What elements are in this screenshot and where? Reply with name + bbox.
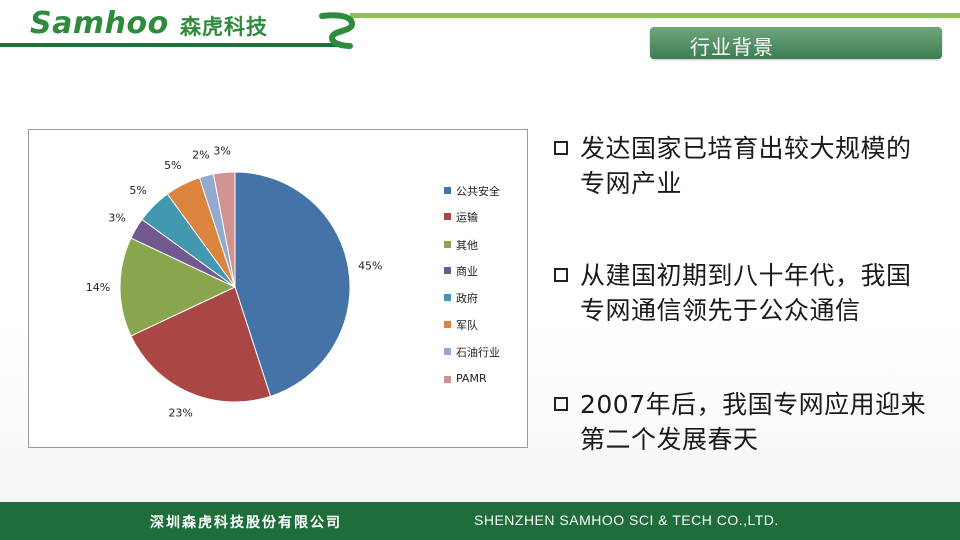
pie-data-label: 2%	[192, 148, 209, 161]
pie-data-label: 5%	[164, 159, 181, 172]
bullet-line: 2007年后，我国专网应用迎来	[580, 390, 927, 419]
legend-label: 其他	[456, 239, 478, 252]
section-title-tab: 行业背景	[650, 27, 942, 59]
legend-label: 石油行业	[456, 346, 500, 359]
legend-swatch	[444, 321, 451, 328]
legend-swatch	[444, 348, 451, 355]
bullet-square-icon	[554, 268, 568, 282]
logo-chinese-name: 森虎科技	[180, 15, 268, 39]
pie-data-label: 14%	[86, 281, 110, 294]
legend-label: 政府	[456, 292, 478, 305]
legend-swatch	[444, 213, 451, 220]
bullet-line: 专网产业	[580, 169, 683, 198]
pie-chart: 45% 23% 14% 3% 5% 5% 2% 3%	[86, 145, 383, 420]
bullet-line: 第二个发展春天	[580, 425, 759, 454]
pie-data-label: 3%	[108, 211, 125, 224]
legend-swatch	[444, 376, 451, 383]
pie-slice	[234, 171, 351, 398]
footer-company-en: SHENZHEN SAMHOO SCI & TECH CO.,LTD.	[474, 512, 779, 528]
legend-label: 商业	[456, 265, 478, 278]
legend-label: PAMR	[456, 372, 487, 385]
legend-swatch	[444, 187, 451, 194]
pie-slice	[119, 237, 237, 337]
header-divider-light	[350, 13, 960, 18]
footer-bar: 深圳森虎科技股份有限公司 SHENZHEN SAMHOO SCI & TECH …	[0, 502, 960, 540]
pie-data-label: 45%	[358, 260, 382, 273]
bullet-line: 专网通信领先于公众通信	[580, 296, 861, 325]
pie-slice	[130, 286, 272, 403]
logo-wordmark: Samhoo	[30, 6, 169, 41]
pie-chart-panel: 45% 23% 14% 3% 5% 5% 2% 3% 公共安全运输其他商业政府军队石油行业 PA…	[28, 129, 528, 448]
pie-slice	[212, 171, 236, 288]
pie-data-label: 3%	[213, 145, 230, 158]
legend-swatch	[444, 241, 451, 248]
company-logo: Samhoo 森虎科技	[0, 0, 360, 50]
bullet-line: 发达国家已培育出较大规模的	[580, 134, 912, 163]
legend-label: 公共安全	[456, 185, 500, 198]
legend-swatch	[444, 267, 451, 274]
legend-swatch	[444, 294, 451, 301]
header-swoosh-icon	[319, 12, 356, 49]
bullet-line: 从建国初期到八十年代，我国	[580, 261, 912, 290]
header-divider-dark	[0, 43, 345, 47]
bullet-square-icon	[554, 397, 568, 411]
bullet-square-icon	[554, 141, 568, 155]
pie-data-label: 5%	[129, 184, 146, 197]
legend-label: 运输	[456, 211, 478, 224]
pie-data-label: 23%	[168, 407, 192, 420]
section-title: 行业背景	[690, 35, 774, 59]
legend-label: 军队	[456, 319, 478, 332]
footer-company-cn: 深圳森虎科技股份有限公司	[150, 515, 342, 531]
